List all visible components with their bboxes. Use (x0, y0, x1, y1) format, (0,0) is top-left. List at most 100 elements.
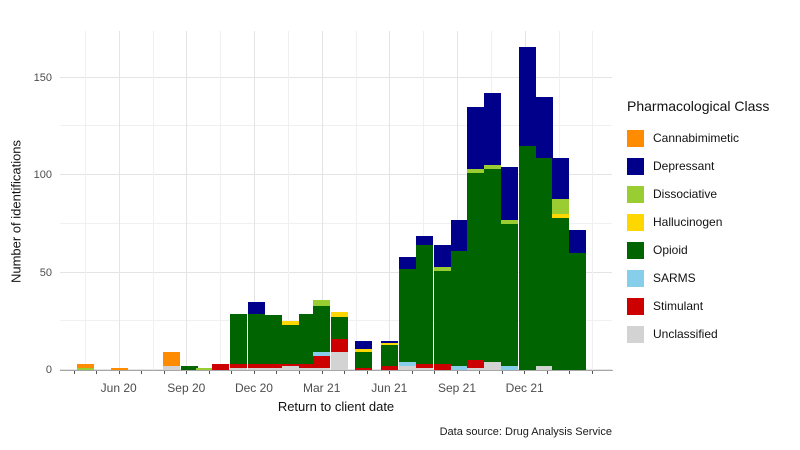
x-tick-label: Dec 20 (234, 381, 273, 395)
bar-segment-opioid (519, 145, 537, 370)
bar-segment-hallucinogen (355, 348, 373, 353)
x-axis-tick-mark (344, 371, 346, 374)
bar-segment-hallucinogen (552, 214, 570, 219)
x-major-gridline (253, 31, 255, 370)
bar-segment-unclassified (298, 368, 316, 370)
x-axis-tick-mark (501, 371, 503, 374)
bar-segment-sarms (313, 352, 331, 357)
bar-segment-opioid (484, 169, 502, 363)
bar-segment-unclassified (399, 366, 417, 370)
bar-segment-hallucinogen (331, 311, 349, 318)
stacked-bar (281, 321, 299, 370)
x-minor-gridline (355, 31, 357, 370)
bar-segment-opioid (399, 268, 417, 363)
legend-item-sarms: SARMS (627, 264, 769, 292)
plot-panel (60, 31, 612, 370)
x-minor-gridline (152, 31, 154, 370)
stacked-bar (298, 313, 316, 370)
legend-label: Hallucinogen (653, 215, 723, 229)
bar-segment-stimulant (298, 364, 316, 369)
legend-swatch-icon (627, 269, 644, 287)
bar-segment-unclassified (247, 368, 265, 370)
bar-segment-unclassified (467, 368, 485, 370)
legend-swatch-icon (627, 213, 644, 231)
bar-segment-unclassified (229, 368, 247, 370)
legend-item-cannabimimetic: Cannabimimetic (627, 124, 769, 152)
bar-segment-stimulant (381, 366, 399, 370)
x-axis-tick-mark (298, 371, 300, 374)
bar-segment-stimulant (229, 364, 247, 369)
x-major-gridline (456, 31, 458, 370)
legend-swatch-icon (627, 325, 644, 343)
x-major-gridline (389, 31, 391, 370)
bar-segment-opioid (180, 366, 198, 370)
x-minor-gridline (85, 31, 86, 370)
bar-segment-stimulant (212, 364, 230, 370)
stacked-bar (163, 352, 181, 370)
x-axis-tick-mark (456, 371, 458, 374)
bar-segment-dissociative (501, 220, 519, 224)
bar-segment-opioid (298, 313, 316, 365)
x-axis-tick-mark (546, 371, 548, 374)
bar-segment-dissociative (467, 169, 485, 174)
bar-segment-opioid (313, 305, 331, 353)
bar-segment-stimulant (264, 364, 282, 369)
x-axis-tick-mark (524, 371, 526, 374)
x-minor-gridline (592, 31, 594, 370)
y-tick-label: 150 (33, 71, 52, 84)
bar-segment-depressant (381, 340, 399, 343)
bar-segment-depressant (484, 93, 502, 166)
bar-segment-unclassified (264, 368, 282, 370)
x-tick-label: Jun 21 (371, 381, 408, 395)
stacked-bar (331, 311, 349, 370)
stacked-bar (467, 107, 485, 370)
bar-segment-opioid (281, 325, 299, 365)
stacked-bar (399, 257, 417, 370)
stacked-bar (451, 220, 469, 370)
bar-segment-unclassified (331, 352, 349, 370)
x-axis-line (60, 370, 613, 371)
legend-label: Stimulant (653, 299, 704, 313)
x-axis-tick-mark (389, 371, 391, 374)
stacked-bar (355, 340, 373, 370)
y-axis-title: Number of identifications (8, 139, 24, 284)
bar-segment-depressant (434, 245, 452, 267)
x-minor-gridline (220, 31, 222, 370)
y-tick-label: 100 (33, 169, 52, 182)
legend-swatch-icon (627, 241, 644, 259)
x-tick-label: Jun 20 (100, 381, 137, 395)
bar-segment-unclassified (313, 368, 331, 370)
x-axis-title: Return to client date (277, 399, 395, 414)
stacked-bar (434, 245, 452, 370)
bar-segment-cannabimimetic (163, 352, 181, 367)
x-major-gridline (118, 31, 120, 370)
bar-segment-dissociative (552, 198, 570, 215)
x-axis-tick-mark (163, 371, 165, 374)
bar-segment-opioid (552, 218, 570, 370)
bar-segment-depressant (399, 257, 417, 269)
legend-label: SARMS (653, 271, 696, 285)
bar-segment-opioid (569, 253, 587, 370)
bar-segment-depressant (451, 220, 469, 252)
legend-label: Opioid (653, 243, 688, 257)
stacked-bar (569, 229, 587, 370)
bar-segment-stimulant (467, 360, 485, 369)
stacked-bar (195, 368, 213, 370)
bar-segment-depressant (467, 107, 485, 170)
legend-item-unclassified: Unclassified (627, 320, 769, 348)
legend-label: Unclassified (653, 327, 718, 341)
bar-segment-dissociative (313, 299, 331, 306)
bar-segment-dissociative (77, 368, 95, 370)
x-axis-tick-mark (73, 371, 75, 374)
bar-segment-opioid (451, 251, 469, 367)
stacked-bar (416, 235, 434, 370)
legend-swatch-icon (627, 297, 644, 315)
bar-segment-opioid (381, 344, 399, 367)
bar-segment-opioid (536, 157, 554, 367)
bar-segment-stimulant (247, 364, 265, 369)
bar-segment-sarms (501, 366, 519, 370)
x-axis-tick-mark (186, 371, 188, 374)
x-major-gridline (186, 31, 188, 370)
bar-segment-opioid (264, 315, 282, 365)
bar-segment-stimulant (355, 368, 373, 370)
